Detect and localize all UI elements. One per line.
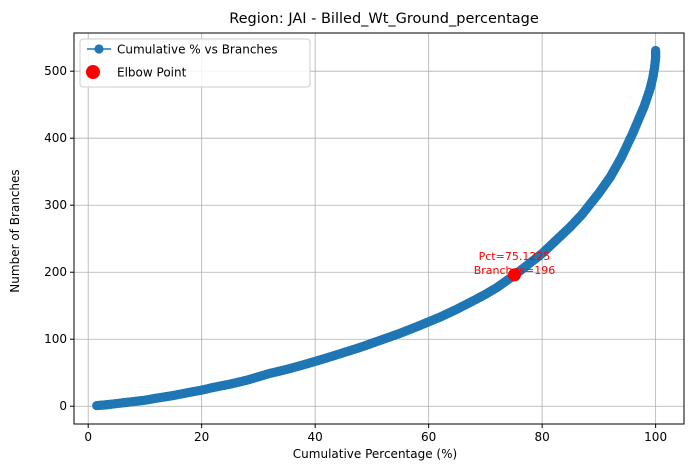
legend-box — [79, 38, 311, 88]
x-tick-label: 0 — [84, 430, 92, 444]
y-tick-label: 100 — [44, 332, 67, 346]
series-cumulative-line — [92, 45, 661, 411]
legend-line-dot — [94, 44, 104, 54]
elbow-annotation: Pct=75.1225 Branches=196 — [474, 250, 556, 277]
annotation-pct-label: Pct=75.1225 — [479, 250, 551, 263]
y-axis-label: Number of Branches — [8, 169, 22, 292]
x-axis-ticks: 0 20 40 60 80 100 — [84, 424, 667, 444]
chart-title: Region: JAI - Billed_Wt_Ground_percentag… — [229, 11, 539, 27]
plot-frame — [73, 32, 685, 425]
x-tick-label: 40 — [308, 430, 323, 444]
x-tick-label: 100 — [644, 430, 667, 444]
legend: Cumulative % vs Branches Elbow Point — [79, 38, 311, 88]
x-tick-label: 80 — [534, 430, 549, 444]
legend-elbow-dot — [86, 65, 100, 79]
legend-label-elbow: Elbow Point — [117, 66, 187, 80]
y-tick-label: 400 — [44, 131, 67, 145]
series-point — [651, 45, 661, 56]
x-tick-label: 20 — [194, 430, 209, 444]
y-tick-label: 500 — [44, 64, 67, 78]
y-tick-label: 300 — [44, 198, 67, 212]
x-tick-label: 60 — [421, 430, 436, 444]
elbow-point — [507, 268, 521, 282]
x-axis-label: Cumulative Percentage (%) — [293, 447, 457, 461]
series-elbow-point — [507, 268, 521, 282]
y-axis-ticks: 0 100 200 300 400 500 — [44, 64, 74, 413]
grid-lines — [74, 33, 684, 424]
legend-label-cumulative: Cumulative % vs Branches — [117, 43, 278, 57]
annotation-branches-label: Branches=196 — [474, 264, 556, 277]
y-tick-label: 0 — [59, 399, 67, 413]
y-tick-label: 200 — [44, 265, 67, 279]
